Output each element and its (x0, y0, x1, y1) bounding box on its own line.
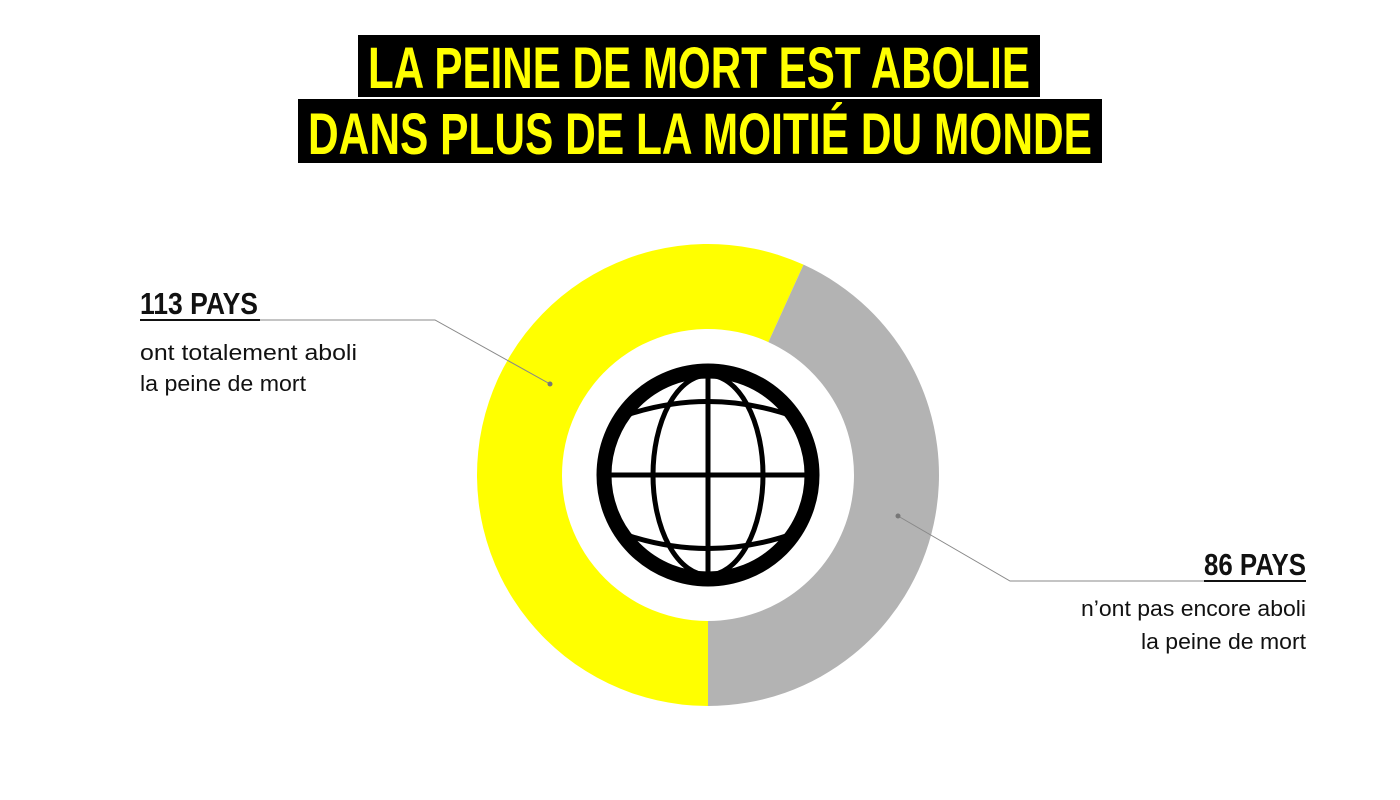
title-box (298, 99, 1102, 163)
globe-icon (596, 363, 820, 587)
leader-dot (547, 381, 553, 387)
segment-label: la peine de mort (140, 371, 306, 396)
chart-title: LA PEINE DE MORT EST ABOLIE (368, 36, 1030, 101)
value-label: 113 PAYS (140, 286, 258, 321)
value-label: 86 PAYS (1204, 547, 1306, 582)
leader-dot (895, 513, 901, 519)
segment-label: la peine de mort (1141, 629, 1306, 654)
chart-title: DANS PLUS DE LA MOITIÉ DU MONDE (308, 102, 1092, 167)
title-box (358, 35, 1040, 97)
segment-label: ont totalement aboli (140, 340, 357, 365)
donut (476, 243, 939, 706)
donut-segment (708, 264, 939, 706)
donut-segment (476, 243, 804, 706)
segment-label: n’ont pas encore aboli (1081, 596, 1306, 621)
